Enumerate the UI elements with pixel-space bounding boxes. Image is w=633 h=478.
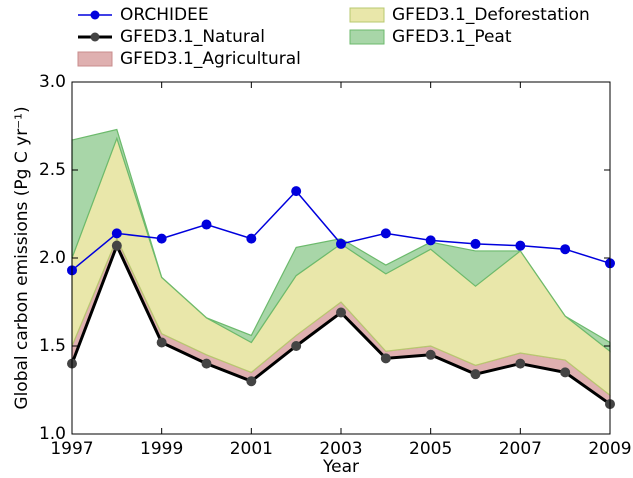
x-tick-label: 2009 bbox=[588, 439, 631, 459]
legend-marker bbox=[90, 10, 100, 20]
marker bbox=[380, 228, 391, 239]
marker bbox=[246, 376, 257, 387]
y-tick-label: 2.5 bbox=[39, 160, 66, 180]
legend-swatch bbox=[349, 29, 385, 45]
marker bbox=[336, 307, 346, 318]
legend-swatch bbox=[349, 7, 385, 23]
legend-label: GFED3.1_Deforestation bbox=[392, 5, 590, 25]
marker bbox=[201, 358, 212, 369]
y-tick-label: 3.0 bbox=[39, 72, 66, 92]
legend-label: GFED3.1_Natural bbox=[120, 27, 265, 47]
x-tick-label: 2001 bbox=[230, 439, 273, 459]
y-tick-label: 1.0 bbox=[39, 424, 66, 444]
x-tick-label: 1997 bbox=[50, 439, 93, 459]
legend-label: ORCHIDEE bbox=[120, 5, 209, 25]
x-tick-label: 1999 bbox=[140, 439, 183, 459]
x-tick-label: 2005 bbox=[409, 439, 452, 459]
marker bbox=[380, 353, 391, 364]
marker bbox=[201, 219, 212, 230]
marker bbox=[156, 233, 167, 244]
marker bbox=[111, 228, 122, 239]
marker bbox=[291, 186, 302, 197]
marker bbox=[291, 341, 302, 351]
marker bbox=[470, 238, 481, 249]
legend-swatch bbox=[77, 51, 113, 67]
marker bbox=[425, 235, 436, 246]
x-tick-label: 2003 bbox=[319, 439, 362, 459]
marker bbox=[425, 349, 436, 360]
marker bbox=[515, 240, 526, 251]
marker bbox=[336, 238, 346, 249]
x-axis-label: Year bbox=[322, 457, 359, 477]
marker bbox=[560, 367, 571, 378]
legend-label: GFED3.1_Peat bbox=[392, 27, 512, 47]
x-tick-label: 2007 bbox=[499, 439, 542, 459]
marker bbox=[470, 369, 481, 380]
marker bbox=[111, 240, 122, 251]
legend-label: GFED3.1_Agricultural bbox=[120, 49, 301, 69]
y-axis-label: Global carbon emissions (Pg C yr⁻¹) bbox=[12, 106, 32, 409]
y-tick-label: 2.0 bbox=[39, 248, 66, 268]
legend-marker bbox=[90, 32, 100, 42]
marker bbox=[246, 233, 257, 244]
y-tick-label: 1.5 bbox=[39, 336, 66, 356]
marker bbox=[156, 337, 167, 348]
marker bbox=[560, 244, 571, 255]
marker bbox=[515, 358, 526, 369]
